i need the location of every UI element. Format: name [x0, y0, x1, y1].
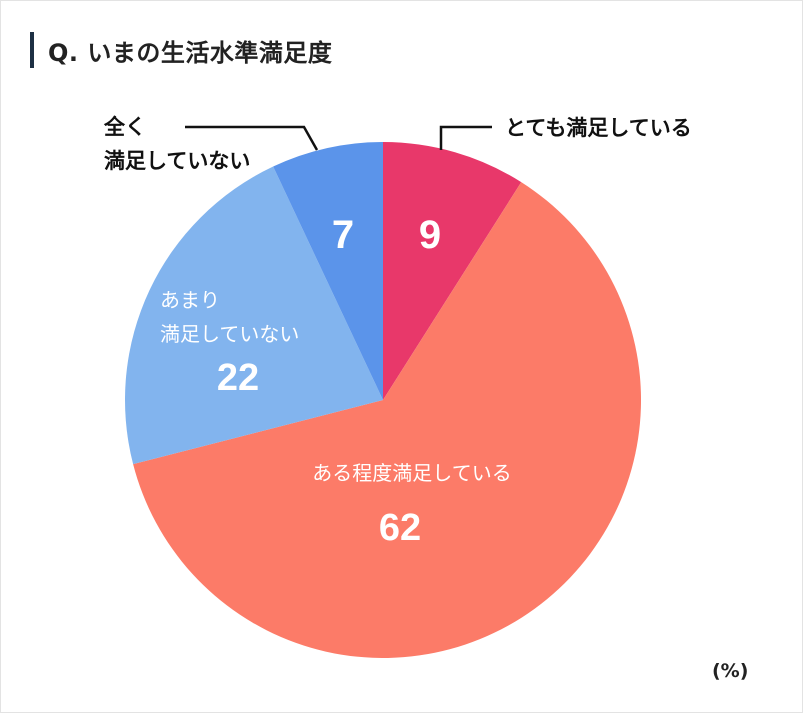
page-title: Q. いまの生活水準満足度	[30, 32, 332, 68]
category-label-somewhat-satisfied: ある程度満足している	[312, 462, 511, 485]
unit-label: (%)	[712, 660, 749, 682]
category-label-not-very-satisfied-line2: 満足していない	[160, 323, 299, 346]
category-label-not-very-satisfied-line1: あまり	[160, 290, 220, 312]
category-label-very-satisfied: とても満足している	[505, 117, 692, 140]
value-label-not-very-satisfied: 22	[217, 357, 259, 399]
pie-slice-very-satisfied	[383, 142, 522, 400]
value-label-not-at-all-satisfied: 7	[332, 213, 354, 257]
value-label-very-satisfied: 9	[419, 213, 441, 257]
category-label-not-at-all-satisfied-line1: 全く	[103, 115, 146, 139]
pie-slice-somewhat-satisfied	[133, 182, 642, 659]
pie-slice-not-very-satisfied	[125, 166, 384, 465]
title-text: Q. いまの生活水準満足度	[48, 38, 333, 67]
category-label-not-at-all-satisfied-line2: 満足していない	[104, 150, 250, 173]
leader-line-not-at-all-satisfied	[185, 125, 319, 151]
value-label-somewhat-satisfied: 62	[379, 507, 421, 549]
pie-slice-not-at-all-satisfied	[273, 142, 383, 400]
leader-line-very-satisfied	[439, 125, 492, 150]
title-accent-bar	[30, 32, 34, 68]
